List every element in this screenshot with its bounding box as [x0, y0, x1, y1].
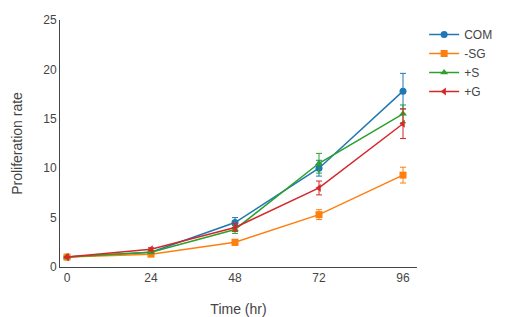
svg-text:10: 10 — [43, 161, 57, 175]
svg-text:72: 72 — [312, 271, 326, 285]
svg-text:20: 20 — [43, 63, 57, 77]
svg-text:15: 15 — [43, 112, 57, 126]
svg-text:96: 96 — [396, 271, 410, 285]
svg-text:48: 48 — [228, 271, 242, 285]
svg-text:0: 0 — [50, 260, 57, 274]
svg-text:0: 0 — [64, 271, 71, 285]
svg-text:24: 24 — [144, 271, 158, 285]
svg-text:Proliferation rate: Proliferation rate — [9, 92, 25, 195]
svg-text:Time (hr): Time (hr) — [210, 301, 266, 317]
svg-text:COM: COM — [464, 28, 492, 42]
svg-text:+S: +S — [464, 66, 479, 80]
svg-text:+G: +G — [464, 85, 480, 99]
svg-text:25: 25 — [43, 13, 57, 27]
svg-text:5: 5 — [50, 211, 57, 225]
svg-text:-SG: -SG — [464, 47, 485, 61]
